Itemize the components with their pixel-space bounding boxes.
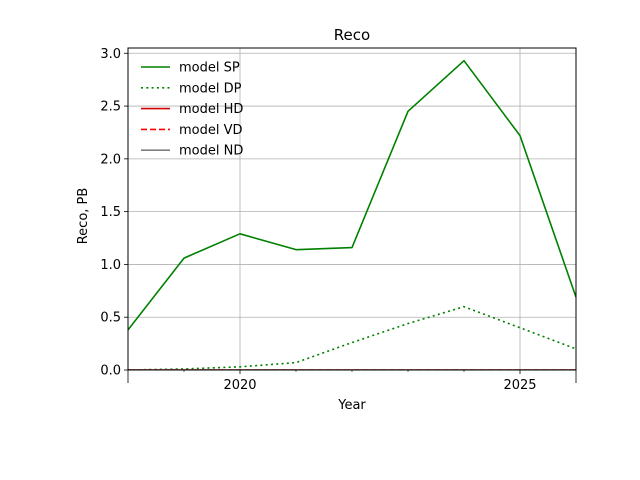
- series-line-model-dp: [128, 305, 576, 370]
- legend-label: model HD: [179, 102, 243, 117]
- legend-label: model SP: [179, 61, 240, 76]
- series-lines: [128, 59, 576, 370]
- y-tick-label: 0.5: [100, 311, 121, 326]
- x-tick-label: 2025: [503, 378, 536, 393]
- legend: model SP model DP model HD model VD model ND: [141, 61, 243, 159]
- y-tick-label: 2.5: [100, 100, 121, 115]
- y-axis-ticks: 0.0 0.5 1.0 1.5 2.0 2.5 3.0: [100, 47, 128, 379]
- grid-lines: [128, 48, 576, 371]
- y-tick-label: 0.0: [100, 364, 121, 379]
- y-axis-title: Reco, PB: [76, 188, 91, 245]
- x-axis-title: Year: [337, 398, 366, 413]
- legend-label: model VD: [179, 123, 243, 138]
- legend-label: model ND: [179, 144, 243, 159]
- y-tick-label: 3.0: [100, 47, 121, 62]
- series-line-model-sp: [128, 59, 576, 331]
- x-tick-label: 2020: [223, 378, 256, 393]
- x-axis-ticks: 2020 2025: [127, 370, 577, 393]
- y-tick-label: 1.0: [100, 258, 121, 273]
- legend-label: model DP: [179, 81, 242, 96]
- chart-title: Reco: [334, 26, 370, 44]
- y-tick-label: 2.0: [100, 152, 121, 167]
- y-tick-label: 1.5: [100, 205, 121, 220]
